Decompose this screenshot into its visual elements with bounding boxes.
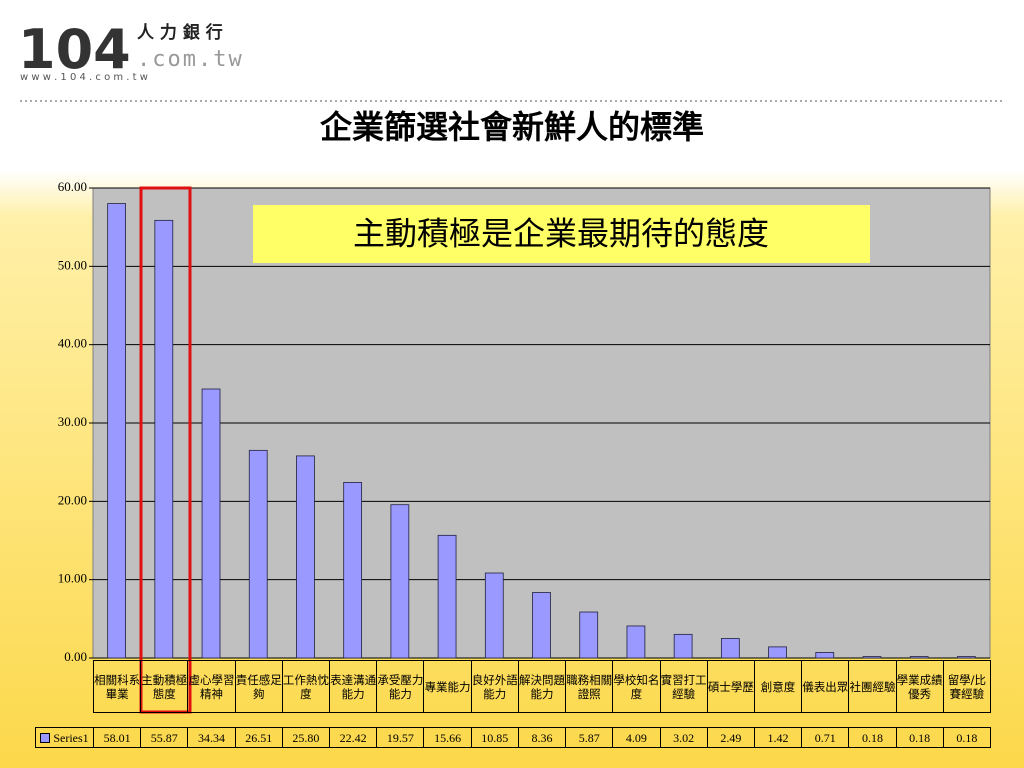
category-label: 責任感足夠: [234, 660, 283, 713]
category-label: 留學/比賽經驗: [942, 660, 991, 713]
bar: [343, 481, 363, 659]
value-label: 58.01: [93, 727, 142, 748]
y-tick-label: 50.00: [58, 257, 87, 272]
logo-url: w w w . 1 0 4 . c o m . t w: [20, 72, 148, 83]
value-label: 55.87: [140, 727, 189, 748]
y-tick-label: 0.00: [64, 649, 87, 664]
bar: [437, 534, 457, 659]
value-label: 0.18: [848, 727, 897, 748]
bar: [909, 656, 929, 659]
logo-domain: .com.tw: [137, 47, 244, 72]
annotation-box: [253, 205, 870, 263]
legend-swatch: [40, 732, 51, 743]
bar: [862, 656, 882, 659]
y-tick-label: 10.00: [58, 571, 87, 586]
bar: [532, 592, 551, 659]
value-label: 1.42: [753, 727, 803, 748]
chart-title: 企業篩選社會新鮮人的標準: [320, 108, 704, 146]
category-label: 虛心學習精神: [187, 660, 236, 713]
category-label: 學校知名度: [612, 660, 661, 713]
category-label: 社團經驗: [848, 660, 897, 713]
annotation: 主動積極是企業最期待的態度: [353, 215, 769, 253]
bar: [484, 572, 504, 659]
value-label: 8.36: [517, 727, 567, 748]
value-label: 0.71: [801, 727, 850, 748]
bar: [107, 203, 126, 659]
value-label: 0.18: [942, 727, 991, 748]
legend-label: Series1: [53, 730, 89, 745]
category-label: 創意度: [753, 660, 803, 713]
category-label: 工作熱忱度: [281, 660, 331, 713]
category-label: 表達溝通能力: [329, 660, 378, 713]
y-tick-label: 30.00: [58, 414, 87, 429]
category-label: 學業成績優秀: [895, 660, 944, 713]
category-label: 職務相關證照: [565, 660, 614, 713]
category-label: 承受壓力能力: [376, 660, 425, 713]
bar: [154, 219, 174, 659]
y-tick-label: 20.00: [58, 492, 87, 507]
value-label: 22.42: [329, 727, 378, 748]
bar: [201, 388, 221, 659]
value-label: 25.80: [281, 727, 331, 748]
logo-name: 人 力 銀 行: [137, 22, 223, 43]
bar: [296, 455, 315, 659]
category-label: 專業能力: [423, 660, 472, 713]
category-label: 儀表出眾: [801, 660, 850, 713]
bar: [815, 652, 835, 659]
category-label: 相關科系畢業: [93, 660, 142, 713]
value-label: 19.57: [376, 727, 425, 748]
value-label: 34.34: [187, 727, 236, 748]
bar: [957, 656, 976, 659]
bar: [248, 449, 268, 659]
category-label: 碩士學歷: [706, 660, 755, 713]
category-label: 主動積極態度: [140, 660, 189, 713]
y-tick-label: 60.00: [58, 179, 87, 194]
value-label: 15.66: [423, 727, 472, 748]
logo-number: 104: [18, 18, 131, 81]
bar: [720, 638, 740, 659]
bar: [673, 633, 693, 659]
y-tick-label: 40.00: [58, 336, 87, 351]
category-label: 解決問題能力: [517, 660, 567, 713]
category-label: 實習打工經驗: [659, 660, 708, 713]
value-label: 2.49: [706, 727, 755, 748]
value-label: 0.18: [895, 727, 944, 748]
value-label: 10.85: [470, 727, 519, 748]
bar: [390, 504, 410, 659]
value-label: 26.51: [234, 727, 283, 748]
value-label: 4.09: [612, 727, 661, 748]
value-label: 3.02: [659, 727, 708, 748]
bar: [579, 611, 599, 659]
bar: [768, 646, 787, 659]
bar: [626, 625, 646, 659]
category-label: 良好外語能力: [470, 660, 519, 713]
legend-cell: Series1: [35, 727, 94, 748]
value-label: 5.87: [565, 727, 614, 748]
